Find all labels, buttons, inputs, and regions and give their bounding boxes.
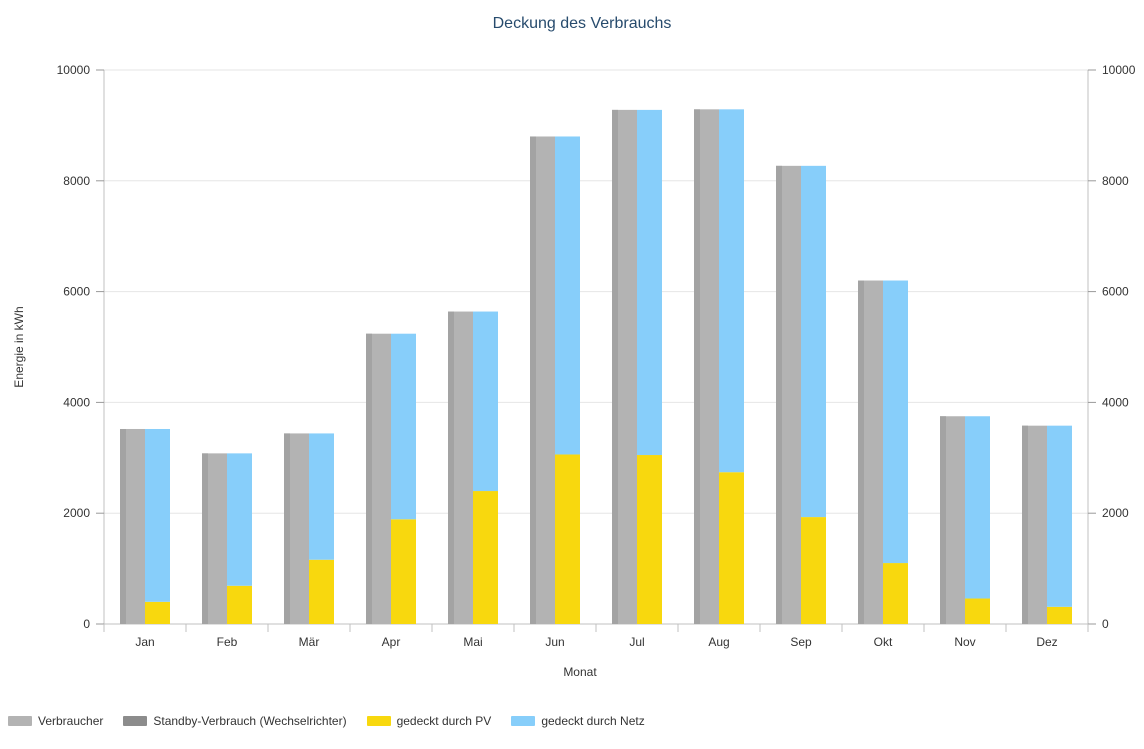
bar-shade [284,433,290,624]
x-tick-label: Dez [1036,635,1057,649]
bar-segment [227,453,252,586]
y-tick-label: 4000 [63,395,90,409]
bar-shade [694,109,700,625]
legend-swatch [8,716,32,726]
y-tick-label: 8000 [63,174,90,188]
legend-item-netz[interactable]: gedeckt durch Netz [511,714,645,728]
x-tick-label: Mai [463,635,482,649]
y2-tick-label: 2000 [1102,506,1129,520]
x-tick-label: Apr [382,635,401,649]
bars [120,109,1072,625]
bar-segment [309,559,334,624]
bar-segment [719,472,744,624]
bar-segment [391,519,416,624]
bar-segment [719,109,744,473]
bar-shade [776,165,782,625]
legend-item-pv[interactable]: gedeckt durch PV [366,714,492,728]
bar-segment [227,585,252,624]
legend: Verbraucher Standby-Verbrauch (Wechselri… [8,714,645,728]
x-tick-label: Aug [708,635,729,649]
x-tick-label: Sep [790,635,812,649]
bar-segment [883,563,908,624]
x-tick-label: Mär [299,635,320,649]
y-tick-label: 10000 [57,63,91,77]
y-axis-ticks: 0 2000 4000 6000 8000 10000 [57,63,104,631]
y2-tick-label: 6000 [1102,285,1129,299]
legend-item-verbraucher[interactable]: Verbraucher [8,714,103,728]
legend-swatch [366,716,391,726]
bar-segment [801,165,826,518]
y2-tick-label: 8000 [1102,174,1129,188]
y2-axis-ticks: 0 2000 4000 6000 8000 10000 [1088,63,1136,631]
bar-segment [637,109,662,456]
bar-segment [473,311,498,492]
bar-segment [965,416,990,599]
bar-segment [309,433,334,560]
bar-segment [1047,425,1072,607]
chart-title: Deckung des Verbrauchs [493,15,672,32]
x-tick-label: Jan [135,635,154,649]
x-tick-label: Feb [217,635,238,649]
bar-segment [145,428,170,602]
bar-segment [637,455,662,624]
x-tick-label: Jul [629,635,644,649]
legend-label: gedeckt durch PV [396,714,492,728]
bar-segment [1047,606,1072,624]
bar-shade [612,109,618,624]
bar-shade [530,136,536,625]
bar-segment [801,517,826,624]
grid-lines [104,69,1088,514]
legend-swatch [511,716,536,726]
y2-tick-label: 0 [1102,617,1109,631]
bar-shade [202,453,208,624]
legend-item-standby[interactable]: Standby-Verbrauch (Wechselrichter) [123,714,347,728]
bar-shade [940,416,946,624]
bar-segment [145,601,170,624]
bar-segment [965,598,990,624]
y-axis-title: Energie in kWh [12,306,26,387]
y2-tick-label: 4000 [1102,395,1129,409]
legend-swatch [123,716,148,726]
x-tick-label: Jun [545,635,564,649]
bar-segment [883,280,908,564]
bar-shade [120,428,126,624]
y-tick-label: 0 [83,617,90,631]
bar-segment [391,333,416,520]
legend-label: Standby-Verbrauch (Wechselrichter) [153,714,347,728]
x-axis-title: Monat [563,665,597,679]
y-tick-label: 6000 [63,285,90,299]
x-axis-ticks: Jan Feb Mär Apr Mai Jun Jul Aug Sep Okt Nov Dez [103,624,1089,649]
bar-segment [555,136,580,455]
legend-label: Verbraucher [38,714,104,728]
bar-shade [858,280,864,624]
bar-shade [1022,425,1028,624]
bar-shade [366,333,372,624]
y2-tick-label: 10000 [1102,63,1136,77]
bar-shade [448,311,454,624]
x-tick-label: Okt [874,635,893,649]
x-tick-label: Nov [954,635,975,649]
bar-segment [555,454,580,624]
bar-segment [473,491,498,624]
legend-label: gedeckt durch Netz [541,714,645,728]
y-tick-label: 2000 [63,506,90,520]
